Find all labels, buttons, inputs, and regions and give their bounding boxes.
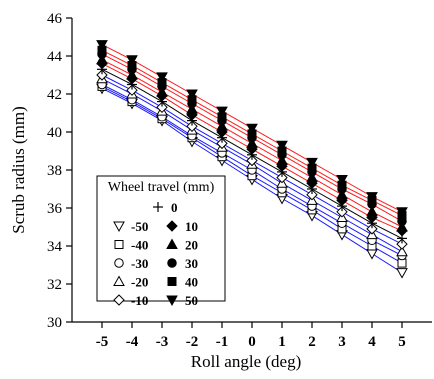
legend-title: Wheel travel (mm) [108,180,215,195]
data-point [396,268,408,279]
data-point [246,154,258,167]
data-point [336,206,348,218]
legend-label: 30 [185,256,198,271]
x-tick-label: 0 [248,334,256,350]
legend-label: -40 [131,238,148,253]
data-point [276,171,288,184]
legend-marker [166,238,178,249]
x-axis-title: Roll angle (deg) [191,352,301,371]
y-tick-label: 40 [47,125,62,141]
data-point [276,154,288,165]
y-tick-label: 42 [47,87,62,103]
data-point [246,123,258,135]
x-tick-label: 5 [398,334,406,350]
data-point [336,175,348,186]
data-point [216,120,228,131]
legend-label: 10 [185,219,198,234]
data-point [396,238,408,250]
data-point [306,171,318,183]
x-tick-label: 3 [338,334,346,350]
data-point [396,207,408,218]
data-point [306,157,318,169]
legend-marker [113,275,125,286]
data-point [156,72,168,83]
data-point [336,188,348,200]
legend-marker [113,294,125,306]
data-point [96,40,108,51]
legend-label: -10 [131,293,148,308]
data-point [276,140,288,152]
legend: Wheel travel (mm) 0 -50 -40 -30 -20 -10 10 20 30 4… [96,175,226,308]
legend-label: 50 [185,293,198,308]
data-point [186,120,198,133]
legend-marker [114,240,124,249]
legend-marker [167,277,177,286]
legend-marker [113,221,125,233]
data-point [186,89,198,101]
series-points-layer [96,40,408,279]
legend-marker [114,258,124,268]
data-point [306,188,318,201]
y-tick-label: 44 [47,49,63,65]
data-point [366,192,378,203]
x-tick-label: 2 [308,334,316,350]
x-tick-label: 4 [368,334,376,350]
x-tick-label: -5 [96,334,109,350]
data-point [216,106,228,118]
y-tick-label: 30 [47,315,62,331]
legend-label: 20 [185,238,198,253]
legend-marker [153,202,163,212]
data-point [396,245,408,257]
x-tick-label: -3 [156,334,169,350]
x-tick-label: -2 [186,334,199,350]
y-axis-title: Scrub radius (mm) [9,106,28,233]
legend-label: -20 [131,275,148,290]
y-tick-label: 36 [47,201,63,217]
data-point [96,53,108,65]
data-point [156,86,168,97]
x-tick-label: 1 [278,334,286,350]
data-point [126,84,138,96]
data-point [396,220,408,232]
legend-marker [166,295,178,307]
y-tick-label: 46 [47,11,63,27]
y-tick-label: 32 [47,277,62,293]
data-point [126,68,138,80]
legend-label: -50 [131,219,148,234]
data-point [216,137,228,150]
legend-marker [166,220,178,232]
legend-label: 40 [185,275,198,290]
legend-label: 0 [171,200,178,215]
data-point [366,249,378,260]
data-point [186,103,198,114]
data-point [246,137,258,148]
data-point [366,205,378,217]
y-tick-label: 34 [47,239,63,255]
x-tick-label: -4 [126,334,139,350]
legend-marker [167,258,177,268]
y-tick-label: 38 [47,163,62,179]
data-point [397,258,407,268]
x-tick-label: -1 [216,334,229,350]
data-point [126,55,138,66]
data-point [366,223,378,235]
data-point [96,69,108,81]
data-point [156,101,168,114]
legend-label: -30 [131,256,148,271]
